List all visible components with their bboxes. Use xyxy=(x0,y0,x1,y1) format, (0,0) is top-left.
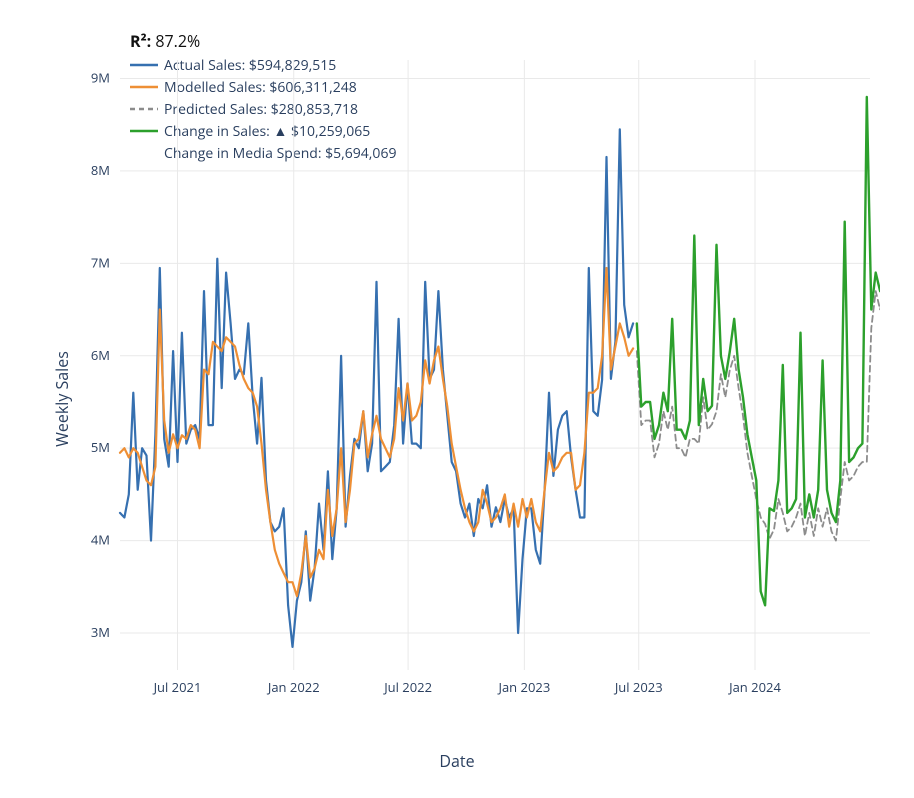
y-tick-label: 3M xyxy=(91,623,110,641)
x-tick-label: Jul 2021 xyxy=(152,678,202,696)
plot-area[interactable]: 3M 4M 5M 6M 7M 8M 9M Jul 2021 Jan 2022 Jul 2022 Ja… xyxy=(80,40,880,710)
x-tick-label: Jul 2023 xyxy=(613,678,663,696)
y-tick-label: 7M xyxy=(91,253,110,271)
y-tick-label: 9M xyxy=(91,68,110,86)
x-tick-label: Jul 2022 xyxy=(382,678,432,696)
x-tick-label: Jan 2023 xyxy=(496,678,550,696)
y-tick-label: 4M xyxy=(91,531,110,549)
y-axis-label: Weekly Sales xyxy=(51,351,73,447)
sales-forecast-chart: R²: 87.2% Actual Sales: $594,829,515Mode… xyxy=(0,0,914,798)
x-tick-label: Jan 2024 xyxy=(727,678,781,696)
series-actual-sales[interactable] xyxy=(120,129,633,647)
y-tick-label: 6M xyxy=(91,346,110,364)
y-tick-label: 5M xyxy=(91,438,110,456)
x-tick-label: Jan 2022 xyxy=(266,678,320,696)
y-tick-label: 8M xyxy=(91,161,110,179)
series-change-in-sales[interactable] xyxy=(637,74,880,605)
x-axis-label: Date xyxy=(0,750,914,772)
